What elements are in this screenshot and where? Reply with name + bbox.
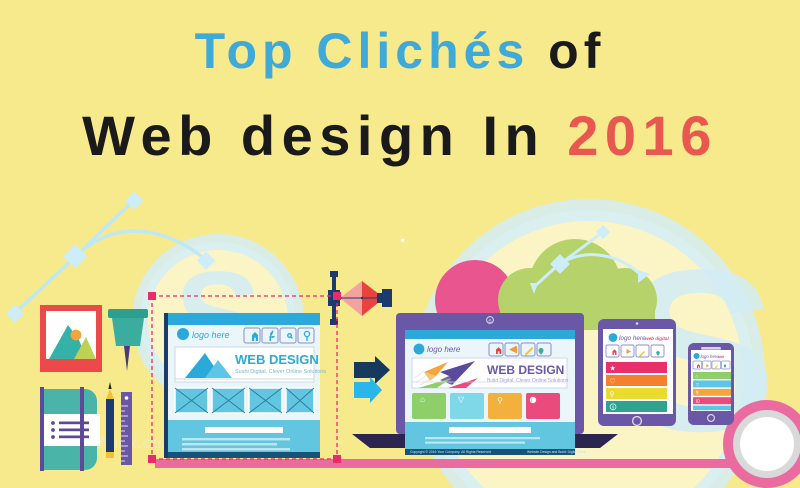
svg-text:⚲: ⚲ [696, 390, 699, 395]
svg-text:♡: ♡ [610, 378, 616, 386]
svg-text:⎙: ⎙ [488, 319, 492, 325]
svg-text:⚲: ⚲ [497, 396, 503, 405]
svg-text:Copyright © 2016 Your Company.: Copyright © 2016 Your Company. All Right… [410, 450, 491, 454]
svg-text:Sushi Digital, Clever Online S: Sushi Digital, Clever Online Solutions [235, 369, 326, 375]
svg-text:Build Digital, Clever Online S: Build Digital, Clever Online Solutions [487, 378, 569, 384]
svg-text:logo here: logo here [192, 330, 230, 340]
svg-text:web: web [718, 355, 724, 359]
svg-text:⌂: ⌂ [420, 395, 425, 404]
svg-text:logo here: logo here [701, 354, 720, 359]
svg-text:★: ★ [610, 365, 616, 373]
svg-text:⚲: ⚲ [610, 391, 615, 399]
svg-text:🛈: 🛈 [696, 399, 700, 404]
svg-text:logo here: logo here [619, 335, 646, 342]
svg-text:⌂: ⌂ [696, 373, 699, 378]
svg-text:web digital: web digital [645, 336, 669, 341]
svg-text:logo here: logo here [427, 345, 461, 354]
svg-text:WEB DESIGN: WEB DESIGN [235, 352, 319, 367]
svg-text:i: i [531, 398, 532, 404]
svg-text:🛈: 🛈 [610, 404, 617, 412]
svg-text:WEB DESIGN: WEB DESIGN [487, 363, 564, 377]
svg-text:▽: ▽ [458, 395, 465, 404]
svg-text:Website Design and Build: Digi: Website Design and Build: Digital Pack [527, 450, 586, 454]
